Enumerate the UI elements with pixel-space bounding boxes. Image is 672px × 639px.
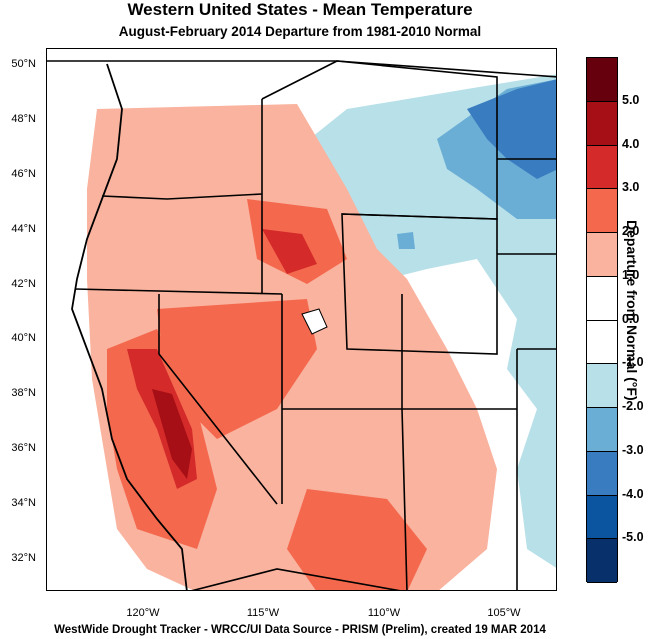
boundary-or-ca-nv: [74, 288, 283, 295]
warm-region-nevada-utah: [157, 299, 317, 439]
boundary-dakotas: [497, 158, 556, 255]
lon-label-115: 115°W: [246, 607, 280, 619]
lat-label-32: 32°N: [11, 552, 36, 564]
great-salt-lake: [301, 308, 328, 335]
legend-label-4: 1.0: [622, 267, 640, 282]
map-subtitle: August-February 2014 Departure from 1981…: [118, 24, 482, 39]
legend-swatch-1: [587, 101, 617, 146]
map-svg: [47, 60, 556, 590]
lat-label-48: 48°N: [11, 113, 36, 125]
legend-swatch-8: [587, 408, 617, 452]
legend-label-9: -4.0: [622, 486, 644, 501]
lat-label-42: 42°N: [11, 278, 36, 290]
lat-label-40: 40°N: [11, 332, 36, 344]
temperature-map: [46, 48, 557, 591]
warm-region-owens: [152, 389, 192, 479]
lat-label-50: 50°N: [11, 58, 36, 70]
legend-label-6: -1.0: [622, 355, 644, 370]
boundary-az-nm: [401, 408, 408, 590]
legend-title: Departure from Normal (°F): [624, 220, 640, 401]
legend-swatch-4: [587, 233, 617, 277]
lat-label-36: 36°N: [11, 442, 36, 454]
cool-spot-wyoming: [397, 232, 415, 249]
lat-label-34: 34°N: [11, 497, 36, 509]
legend-label-8: -3.0: [622, 442, 644, 457]
lat-label-46: 46°N: [11, 168, 36, 180]
map-title: Western United States - Mean Temperature: [127, 0, 473, 19]
boundary-mt: [261, 60, 498, 220]
lon-label-120: 120°W: [126, 607, 160, 619]
warm-anomaly-regions: [87, 104, 497, 590]
warm-region-arizona: [287, 489, 427, 590]
legend-label-3: 2.0: [622, 224, 640, 238]
legend-swatch-7: [587, 364, 617, 408]
legend-colorbar: [586, 57, 618, 583]
legend-swatch-6: [587, 320, 617, 365]
boundary-wa-or: [101, 193, 263, 200]
cool-region-great-plains: [477, 239, 556, 568]
boundary-ca-nv: [158, 294, 278, 505]
warm-region-idaho-strong: [262, 229, 317, 274]
legend-label-7: -2.0: [622, 399, 644, 413]
boundary-mexico: [191, 568, 401, 590]
legend-swatch-5: [587, 276, 617, 321]
legend-label-5: 0.0: [622, 311, 640, 326]
lon-label-110: 110°W: [367, 607, 401, 619]
legend-label-2: 3.0: [622, 180, 640, 195]
lat-label-44: 44°N: [11, 223, 36, 235]
legend-swatch-0: [587, 58, 617, 102]
legend-swatch-3: [587, 189, 617, 233]
state-boundaries: [47, 60, 556, 590]
cool-region-northeast-strong: [467, 79, 556, 179]
legend-label-10: -5.0: [622, 530, 644, 545]
coastline: [71, 63, 188, 590]
legend-label-0: 5.0: [622, 92, 640, 107]
legend-swatch-10: [587, 495, 617, 540]
lat-label-38: 38°N: [11, 387, 36, 399]
legend-swatch-2: [587, 145, 617, 190]
legend-label-1: 4.0: [622, 136, 640, 151]
map-footer: WestWide Drought Tracker - WRCC/UI Data …: [54, 624, 546, 636]
lon-label-105: 105°W: [487, 607, 521, 619]
legend-swatch-9: [587, 451, 617, 496]
legend-swatch-11: [587, 539, 617, 583]
